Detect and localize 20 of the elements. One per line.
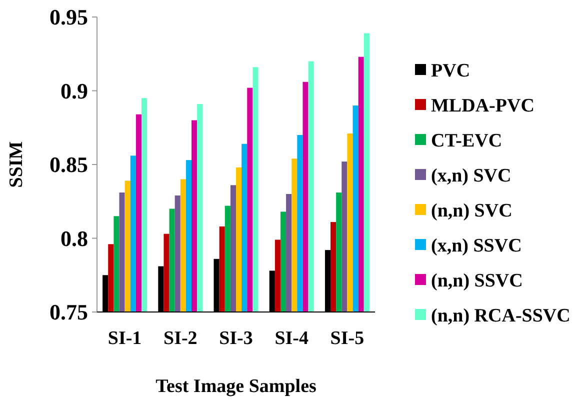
x-tick-label: SI-1 bbox=[108, 328, 142, 349]
y-tick-label: 0.95 bbox=[50, 4, 88, 30]
legend-label: (n,n) RCA-SSVC bbox=[431, 306, 570, 327]
y-tick-label: 0.85 bbox=[50, 152, 88, 178]
legend-label: PVC bbox=[431, 60, 470, 82]
y-tick-label: 0.75 bbox=[50, 300, 88, 325]
x-tick-label: SI-3 bbox=[219, 328, 253, 349]
legend-label: (n,n) SVC bbox=[431, 200, 512, 222]
legend-label: CT-EVC bbox=[431, 130, 502, 152]
y-tick-label: 0.9 bbox=[60, 78, 88, 104]
x-tick-label: SI-4 bbox=[274, 328, 309, 349]
x-axis-title: Test Image Samples bbox=[156, 376, 316, 397]
y-tick-label: 0.8 bbox=[60, 226, 88, 251]
y-axis-title: SSIM bbox=[6, 141, 27, 188]
x-tick-label: SI-2 bbox=[164, 328, 198, 349]
legend-label: MLDA-PVC bbox=[431, 96, 534, 117]
legend-label: (n,n) SSVC bbox=[431, 270, 523, 292]
legend-label: (x,n) SVC bbox=[431, 166, 512, 187]
x-tick-label: SI-5 bbox=[330, 328, 364, 349]
legend-label: (x,n) SSVC bbox=[431, 236, 522, 257]
